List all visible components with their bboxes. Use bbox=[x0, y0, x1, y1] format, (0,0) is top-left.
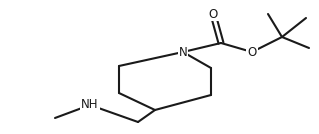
Text: O: O bbox=[208, 8, 218, 21]
Text: O: O bbox=[247, 46, 256, 59]
Text: NH: NH bbox=[81, 98, 99, 111]
Text: N: N bbox=[179, 46, 187, 59]
